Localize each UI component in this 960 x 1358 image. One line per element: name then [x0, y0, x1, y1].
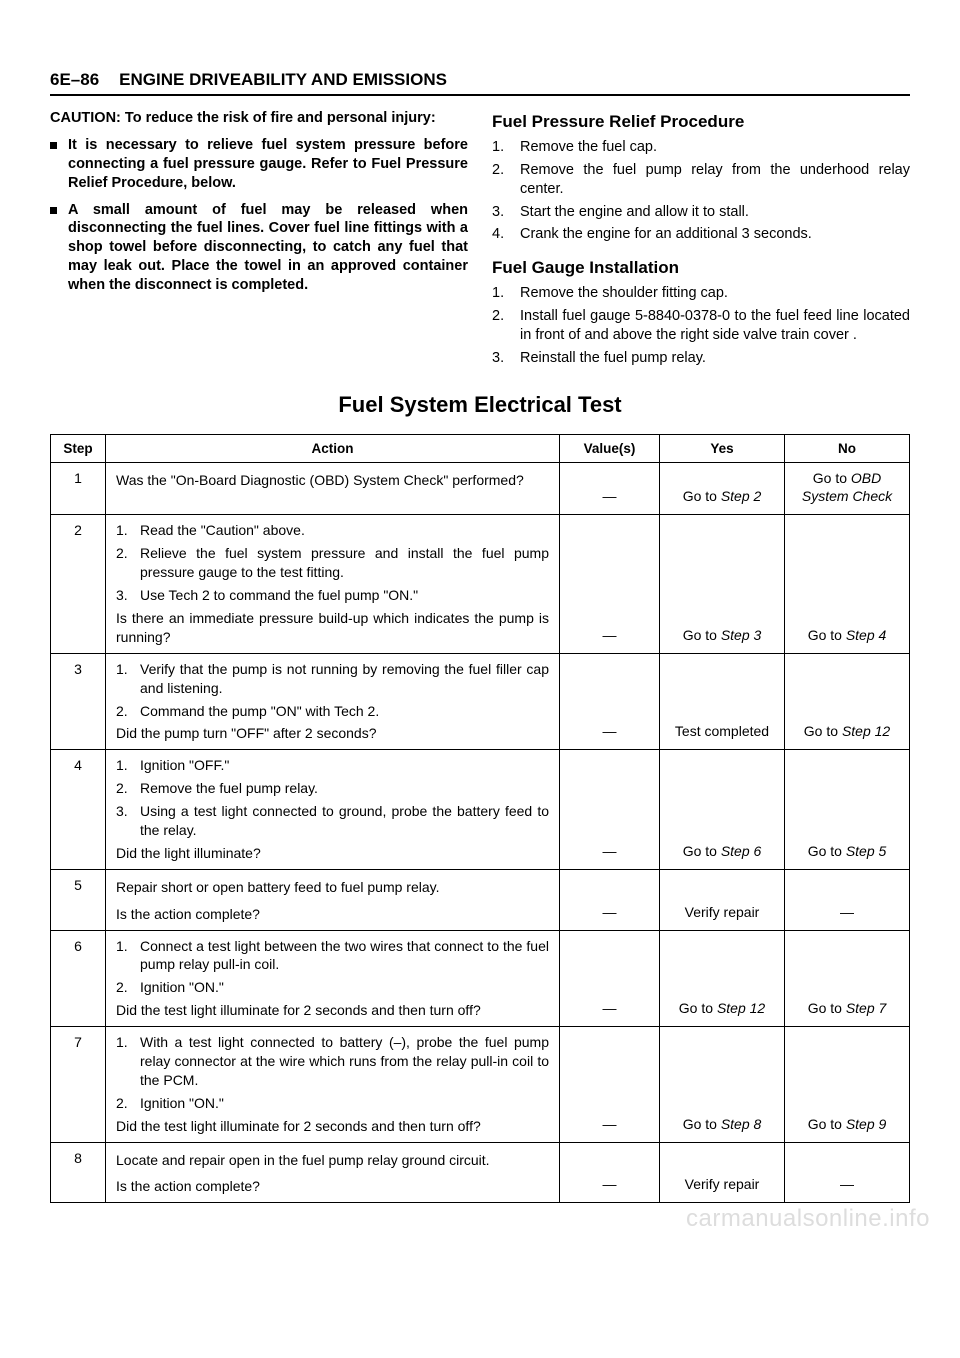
cell-action: Repair short or open battery feed to fue… [106, 869, 560, 930]
cell-values: — [560, 1142, 660, 1203]
cell-step: 3 [51, 653, 106, 750]
left-column: CAUTION: To reduce the risk of fire and … [50, 110, 468, 372]
cell-action: 1.Ignition "OFF."2.Remove the fuel pump … [106, 750, 560, 869]
relief-item: 1.Remove the fuel cap. [492, 138, 910, 157]
relief-item: 2.Remove the fuel pump relay from the un… [492, 161, 910, 199]
relief-item: 4.Crank the engine for an additional 3 s… [492, 225, 910, 244]
cell-yes: Go to Step 3 [660, 515, 785, 653]
gauge-item: 2.Install fuel gauge 5-8840-0378-0 to th… [492, 307, 910, 345]
cell-no: — [785, 869, 910, 930]
table-header-row: Step Action Value(s) Yes No [51, 434, 910, 462]
table-body: 1Was the "On-Board Diagnostic (OBD) Syst… [51, 462, 910, 1203]
th-step: Step [51, 434, 106, 462]
cell-action: Locate and repair open in the fuel pump … [106, 1142, 560, 1203]
right-column: Fuel Pressure Relief Procedure 1.Remove … [492, 110, 910, 372]
cell-values: — [560, 462, 660, 515]
cell-step: 6 [51, 930, 106, 1027]
table-row: 71.With a test light connected to batter… [51, 1027, 910, 1142]
test-table: Step Action Value(s) Yes No 1Was the "On… [50, 434, 910, 1204]
cell-yes: Go to Step 8 [660, 1027, 785, 1142]
caution-bullet: A small amount of fuel may be released w… [50, 201, 468, 295]
watermark: carmanualsonline.info [686, 1205, 930, 1233]
content-columns: CAUTION: To reduce the risk of fire and … [50, 110, 910, 372]
caution-bullet: It is necessary to relieve fuel system p… [50, 136, 468, 193]
gauge-list: 1.Remove the shoulder fitting cap. 2.Ins… [492, 284, 910, 367]
cell-values: — [560, 930, 660, 1027]
th-no: No [785, 434, 910, 462]
cell-step: 1 [51, 462, 106, 515]
th-action: Action [106, 434, 560, 462]
cell-step: 7 [51, 1027, 106, 1142]
table-row: 8Locate and repair open in the fuel pump… [51, 1142, 910, 1203]
cell-step: 4 [51, 750, 106, 869]
cell-step: 2 [51, 515, 106, 653]
table-row: 1Was the "On-Board Diagnostic (OBD) Syst… [51, 462, 910, 515]
cell-action: 1.Verify that the pump is not running by… [106, 653, 560, 750]
cell-action: Was the "On-Board Diagnostic (OBD) Syste… [106, 462, 560, 515]
cell-values: — [560, 869, 660, 930]
page-header: 6E–86 ENGINE DRIVEABILITY AND EMISSIONS [50, 70, 910, 90]
cell-yes: Verify repair [660, 1142, 785, 1203]
table-row: 21.Read the "Caution" above.2.Relieve th… [51, 515, 910, 653]
cell-no: Go to OBD System Check [785, 462, 910, 515]
relief-heading: Fuel Pressure Relief Procedure [492, 112, 910, 132]
cell-step: 5 [51, 869, 106, 930]
page-title: ENGINE DRIVEABILITY AND EMISSIONS [119, 70, 447, 90]
cell-values: — [560, 515, 660, 653]
cell-no: Go to Step 4 [785, 515, 910, 653]
table-row: 5Repair short or open battery feed to fu… [51, 869, 910, 930]
cell-no: Go to Step 12 [785, 653, 910, 750]
cell-yes: Go to Step 12 [660, 930, 785, 1027]
relief-item: 3.Start the engine and allow it to stall… [492, 203, 910, 222]
header-bar: 6E–86 ENGINE DRIVEABILITY AND EMISSIONS [50, 70, 910, 96]
table-row: 61.Connect a test light between the two … [51, 930, 910, 1027]
cell-step: 8 [51, 1142, 106, 1203]
cell-action: 1.With a test light connected to battery… [106, 1027, 560, 1142]
caution-intro: CAUTION: To reduce the risk of fire and … [50, 110, 468, 126]
page-number: 6E–86 [50, 70, 99, 90]
relief-list: 1.Remove the fuel cap. 2.Remove the fuel… [492, 138, 910, 244]
th-yes: Yes [660, 434, 785, 462]
cell-no: Go to Step 9 [785, 1027, 910, 1142]
table-row: 41.Ignition "OFF."2.Remove the fuel pump… [51, 750, 910, 869]
table-row: 31.Verify that the pump is not running b… [51, 653, 910, 750]
caution-bullets: It is necessary to relieve fuel system p… [50, 136, 468, 295]
gauge-item: 3.Reinstall the fuel pump relay. [492, 349, 910, 368]
cell-yes: Go to Step 6 [660, 750, 785, 869]
cell-values: — [560, 653, 660, 750]
cell-no: — [785, 1142, 910, 1203]
cell-values: — [560, 1027, 660, 1142]
cell-action: 1.Read the "Caution" above.2.Relieve the… [106, 515, 560, 653]
th-values: Value(s) [560, 434, 660, 462]
cell-no: Go to Step 7 [785, 930, 910, 1027]
cell-action: 1.Connect a test light between the two w… [106, 930, 560, 1027]
gauge-heading: Fuel Gauge Installation [492, 258, 910, 278]
gauge-item: 1.Remove the shoulder fitting cap. [492, 284, 910, 303]
cell-no: Go to Step 5 [785, 750, 910, 869]
cell-yes: Verify repair [660, 869, 785, 930]
test-heading: Fuel System Electrical Test [50, 392, 910, 418]
cell-values: — [560, 750, 660, 869]
cell-yes: Go to Step 2 [660, 462, 785, 515]
cell-yes: Test completed [660, 653, 785, 750]
